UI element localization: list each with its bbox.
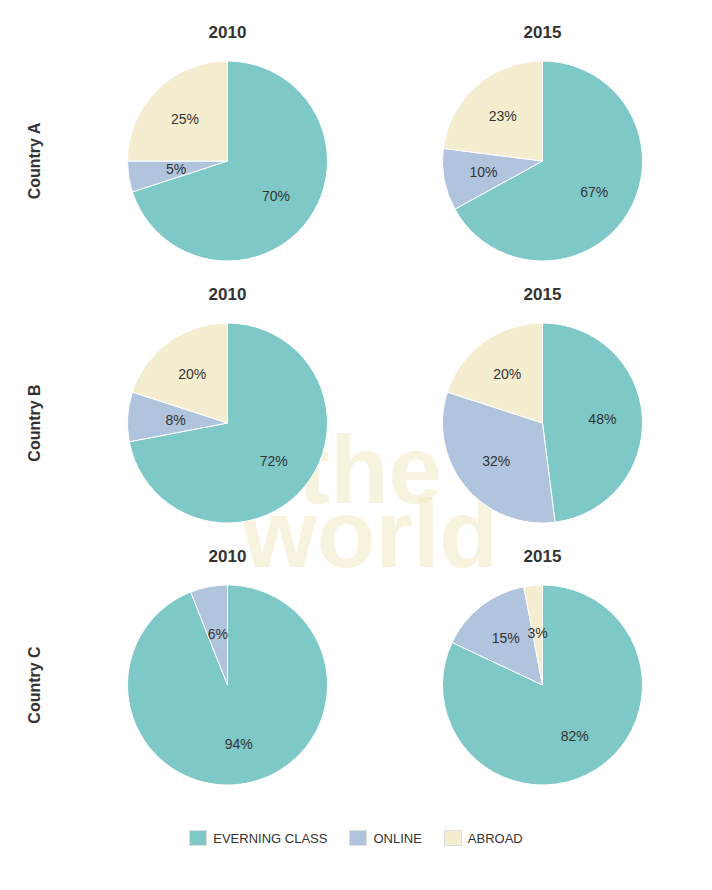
- html-text:2010: 2010: [208, 547, 247, 566]
- svg-text:6%: 6%: [208, 626, 228, 642]
- html-text:ABROAD: ABROAD: [467, 830, 523, 846]
- svg-text:72%: 72%: [260, 453, 288, 469]
- html-text:2015: 2015: [523, 23, 562, 42]
- html-text:ONLINE: ONLINE: [373, 830, 422, 846]
- svg-text:94%: 94%: [225, 736, 253, 752]
- svg-text:20%: 20%: [493, 366, 521, 382]
- html-text:2015: 2015: [523, 285, 562, 304]
- svg-text:70%: 70%: [262, 188, 290, 204]
- html-text:Country C: Country C: [26, 646, 43, 724]
- svg-text:25%: 25%: [171, 111, 199, 127]
- svg-text:3%: 3%: [527, 625, 547, 641]
- svg-text:23%: 23%: [489, 108, 517, 124]
- svg-text:8%: 8%: [165, 412, 185, 428]
- svg-text:10%: 10%: [470, 164, 498, 180]
- svg-text:5%: 5%: [166, 161, 186, 177]
- svg-text:20%: 20%: [178, 366, 206, 382]
- svg-text:32%: 32%: [482, 453, 510, 469]
- svg-text:67%: 67%: [580, 184, 608, 200]
- html-text:the: the: [298, 416, 442, 523]
- html-text:EVERNING CLASS: EVERNING CLASS: [213, 830, 328, 846]
- html-text:2010: 2010: [208, 285, 247, 304]
- html-text:2015: 2015: [523, 547, 562, 566]
- html-text:world: world: [242, 480, 498, 587]
- svg-text:48%: 48%: [588, 411, 616, 427]
- svg-text:82%: 82%: [561, 728, 589, 744]
- html-text:Country A: Country A: [26, 122, 43, 200]
- html-text:2010: 2010: [208, 23, 247, 42]
- html-text:Country B: Country B: [26, 384, 43, 462]
- svg-text:15%: 15%: [492, 630, 520, 646]
